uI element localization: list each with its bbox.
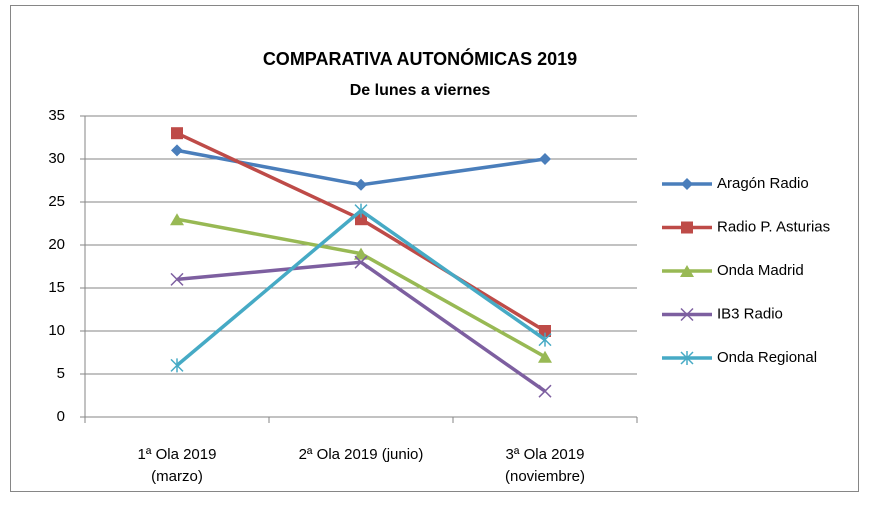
marker (354, 247, 368, 260)
x-tick-label: 2ª Ola 2019 (junio) (299, 446, 424, 463)
x-tick-label: (noviembre) (505, 468, 585, 485)
marker (538, 332, 552, 347)
marker (355, 178, 367, 191)
marker (354, 203, 368, 218)
y-tick-label: 5 (57, 365, 65, 382)
legend-label: Aragón Radio (717, 175, 809, 192)
x-tick-label: 3ª Ola 2019 (506, 446, 585, 463)
legend-label: Radio P. Asturias (717, 218, 830, 235)
marker (681, 178, 693, 190)
x-tick-label: 1ª Ola 2019 (138, 446, 217, 463)
y-tick-label: 25 (48, 193, 65, 210)
x-tick-label: (marzo) (151, 468, 203, 485)
chart-title: COMPARATIVA AUTONÓMICAS 2019 (263, 48, 577, 69)
marker (538, 350, 552, 363)
marker (171, 127, 183, 140)
legend-label: Onda Regional (717, 349, 817, 366)
marker (680, 351, 694, 365)
marker (539, 153, 551, 165)
marker (680, 307, 694, 322)
marker (170, 358, 184, 373)
marker (354, 255, 368, 269)
marker (539, 325, 551, 337)
y-tick-label: 30 (48, 150, 65, 167)
y-tick-label: 20 (48, 236, 65, 253)
y-tick-label: 0 (57, 408, 65, 425)
y-tick-label: 10 (48, 322, 65, 339)
legend-label: Onda Madrid (717, 262, 804, 279)
chart-subtitle: De lunes a viernes (350, 82, 491, 99)
marker (355, 213, 367, 226)
y-tick-label: 35 (48, 107, 65, 124)
marker (170, 272, 184, 286)
marker (171, 144, 183, 157)
chart-border (10, 5, 859, 492)
y-tick-label: 15 (48, 279, 65, 296)
marker (681, 221, 693, 234)
legend-label: IB3 Radio (717, 305, 783, 322)
marker (170, 213, 184, 226)
marker (538, 384, 552, 398)
marker (680, 265, 694, 277)
